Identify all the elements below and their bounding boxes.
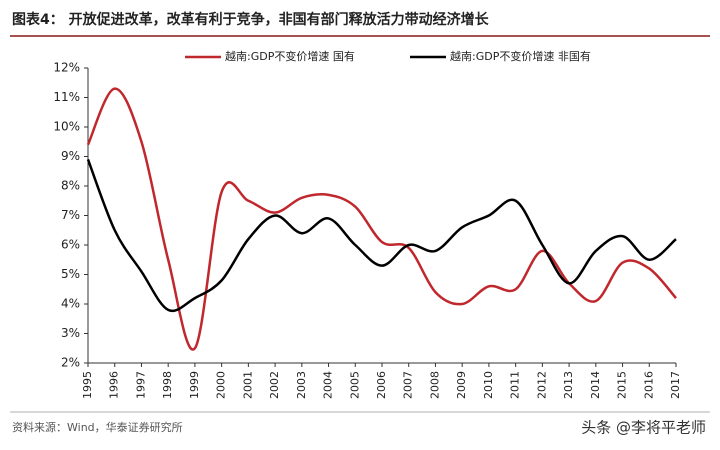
x-tick-label: 2008: [428, 371, 441, 399]
x-tick-label: 2014: [589, 371, 602, 399]
chart-title: 图表4： 开放促进改革，改革有利于竞争，非国有部门释放活力带动经济增长: [12, 11, 490, 28]
x-tick-label: 1999: [188, 371, 201, 399]
x-tick-label: 2005: [348, 371, 361, 399]
x-tick-label: 2007: [402, 371, 415, 399]
y-tick-label: 5%: [61, 267, 80, 281]
series-line: [86, 159, 677, 313]
x-tick-label: 2003: [295, 371, 308, 399]
y-tick-label: 12%: [53, 61, 80, 75]
x-tick-label: 1995: [81, 371, 94, 399]
x-tick-label: 1996: [108, 371, 121, 399]
x-tick-label: 1997: [134, 371, 147, 399]
x-tick-label: 2010: [482, 371, 495, 399]
legend-label: 越南:GDP不变价增速 非国有: [450, 49, 591, 63]
source: 资料来源：Wind，华泰证券研究所: [12, 420, 183, 434]
y-tick-label: 2%: [61, 356, 80, 370]
y-tick-label: 3%: [61, 326, 80, 340]
y-tick-label: 7%: [61, 208, 80, 222]
y-tick-label: 6%: [61, 238, 80, 252]
x-tick-label: 2009: [455, 371, 468, 399]
x-tick-label: 2004: [322, 371, 335, 399]
y-tick-label: 10%: [53, 120, 80, 134]
y-tick-label: 4%: [61, 297, 80, 311]
x-tick-label: 1998: [161, 371, 174, 399]
y-tick-label: 9%: [61, 149, 80, 163]
x-tick-label: 2000: [215, 371, 228, 399]
x-tick-label: 2006: [375, 371, 388, 399]
x-tick-label: 2015: [616, 371, 629, 399]
x-tick-label: 2013: [562, 371, 575, 399]
x-tick-label: 2016: [642, 371, 655, 399]
x-tick-label: 2012: [535, 371, 548, 399]
x-tick-label: 2001: [241, 371, 254, 399]
y-tick-label: 11%: [53, 90, 80, 104]
watermark: 头条 @李将平老师: [581, 419, 706, 437]
x-tick-label: 2011: [509, 371, 522, 399]
x-tick-label: 2002: [268, 371, 281, 399]
x-tick-label: 2017: [669, 371, 682, 399]
legend-label: 越南:GDP不变价增速 国有: [225, 49, 355, 63]
y-tick-label: 8%: [61, 179, 80, 193]
